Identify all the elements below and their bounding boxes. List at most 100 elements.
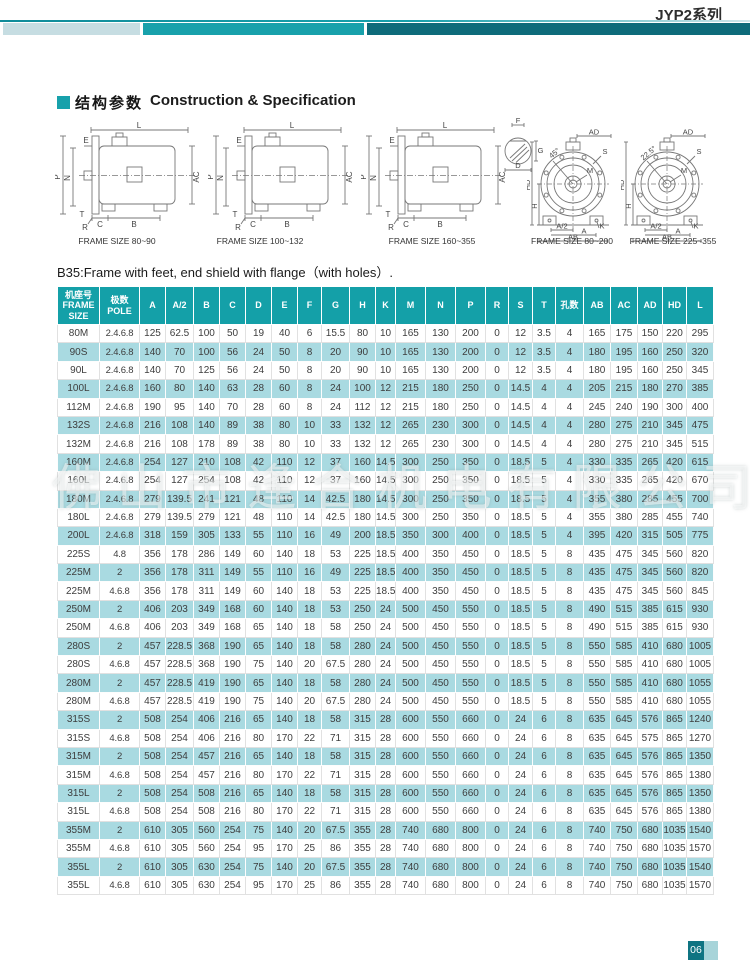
frame-size-cell: 90S	[57, 342, 100, 362]
dimension-cell: 10	[375, 323, 396, 344]
dimension-cell: 65	[245, 710, 272, 730]
dimension-cell: 1035	[662, 875, 687, 896]
dim-label-f: F	[516, 118, 521, 125]
dimension-cell: 24	[508, 820, 533, 840]
dimension-cell: 108	[219, 452, 246, 473]
dimension-cell: 15.5	[321, 323, 350, 344]
dimension-cell: 55	[245, 526, 272, 546]
dimension-cell: 220	[662, 323, 687, 344]
dimension-cell: 80	[245, 802, 272, 822]
dimension-cell: 450	[455, 581, 486, 601]
dimension-cell: 457	[193, 746, 220, 767]
pole-cell: 2	[99, 783, 140, 804]
dimension-cell: 8	[555, 655, 584, 675]
dimension-cell: 190	[219, 655, 246, 675]
series-title: JYP2系列	[655, 7, 722, 24]
dimension-cell: 740	[583, 875, 611, 896]
dimension-cell: 4	[532, 415, 556, 436]
dimension-cell: 845	[686, 581, 714, 601]
dimension-cell: 24	[321, 379, 350, 399]
dimension-cell: 400	[455, 526, 486, 546]
pole-cell: 2	[99, 563, 140, 583]
frame-size-cell: 315L	[57, 783, 100, 804]
column-header: L	[686, 286, 714, 325]
dimension-cell: 280	[583, 434, 611, 454]
dimension-cell: 450	[455, 544, 486, 565]
dimension-cell: 203	[165, 618, 194, 638]
dimension-cell: 75	[245, 655, 272, 675]
dimension-cell: 42	[245, 471, 272, 491]
dimension-cell: 28	[375, 783, 396, 804]
dimension-cell: 250	[662, 360, 687, 381]
dimension-cell: 133	[219, 526, 246, 546]
dimension-cell: 228.5	[165, 673, 194, 693]
dimension-cell: 40	[271, 323, 298, 344]
dimension-cell: 0	[485, 397, 509, 417]
dimension-cell: 680	[662, 636, 687, 657]
frame-size-cell: 160M	[57, 452, 100, 473]
dimension-cell: 58	[321, 746, 350, 767]
dimension-cell: 680	[662, 673, 687, 693]
dimension-cell: 215	[610, 379, 638, 399]
dimension-cell: 216	[219, 710, 246, 730]
dimension-cell: 475	[610, 563, 638, 583]
dimension-cell: 8	[555, 838, 584, 859]
dimension-cell: 500	[395, 691, 426, 712]
dimension-cell: 165	[395, 360, 426, 381]
dimension-cell: 318	[139, 526, 166, 546]
dimension-cell: 170	[271, 875, 298, 896]
dim-label-hd: HD	[621, 179, 626, 190]
dimension-cell: 350	[455, 489, 486, 509]
dimension-cell: 140	[271, 746, 298, 767]
dimension-cell: 58	[321, 618, 350, 638]
dim-label-e: E	[83, 136, 88, 145]
dimension-cell: 285	[637, 507, 663, 528]
dimension-cell: 140	[271, 655, 298, 675]
frame-size-cell: 225S	[57, 544, 100, 565]
dimension-cell: 865	[662, 765, 687, 785]
dimension-cell: 56	[219, 342, 246, 362]
dimension-cell: 254	[139, 452, 166, 473]
pole-cell: 2	[99, 636, 140, 657]
dimension-cell: 28	[375, 857, 396, 877]
dimension-cell: 8	[555, 636, 584, 657]
dimension-cell: 645	[610, 728, 638, 748]
dimension-cell: 165	[583, 323, 611, 344]
frame-size-cell: 112M	[57, 397, 100, 417]
dimension-cell: 330	[583, 471, 611, 491]
column-header: AB	[583, 286, 611, 325]
dimension-cell: 250	[425, 452, 456, 473]
dimension-cell: 0	[485, 581, 509, 601]
dimension-cell: 645	[610, 783, 638, 804]
dimension-cell: 200	[455, 323, 486, 344]
dimension-cell: 89	[219, 415, 246, 436]
spec-table-row: 355L 4.6.8 610 305 630 254 95 170 25 86 355 28 740 68…	[57, 875, 714, 896]
dimension-cell: 132	[349, 415, 376, 436]
dimension-cell: 6	[532, 783, 556, 804]
dimension-cell: 0	[485, 452, 509, 473]
dimension-cell: 0	[485, 820, 509, 840]
dimension-cell: 300	[662, 397, 687, 417]
dimension-cell: 395	[583, 526, 611, 546]
column-header: AD	[637, 286, 663, 325]
dimension-cell: 20	[297, 691, 322, 712]
dimension-cell: 67.5	[321, 655, 350, 675]
dimension-cell: 660	[455, 746, 486, 767]
dimension-cell: 400	[395, 544, 426, 565]
dimension-cell: 645	[610, 746, 638, 767]
pole-cell: 2.4.6.8	[99, 507, 140, 528]
dimension-cell: 70	[219, 397, 246, 417]
frame-size-cell: 315L	[57, 802, 100, 822]
dim-label-t: T	[386, 210, 391, 219]
dimension-cell: 600	[395, 710, 426, 730]
dimension-cell: 210	[193, 452, 220, 473]
dimension-cell: 550	[425, 710, 456, 730]
dimension-cell: 740	[583, 838, 611, 859]
spec-table-row: 132S 2.4.6.8 216 108 140 89 38 80 10 33 132 12 265 23…	[57, 415, 714, 436]
dimension-cell: 350	[455, 452, 486, 473]
dimension-cell: 1240	[686, 710, 714, 730]
pole-cell: 2.4.6.8	[99, 434, 140, 454]
dimension-cell: 37	[321, 471, 350, 491]
dimension-cell: 22	[297, 802, 322, 822]
dimension-cell: 140	[271, 544, 298, 565]
